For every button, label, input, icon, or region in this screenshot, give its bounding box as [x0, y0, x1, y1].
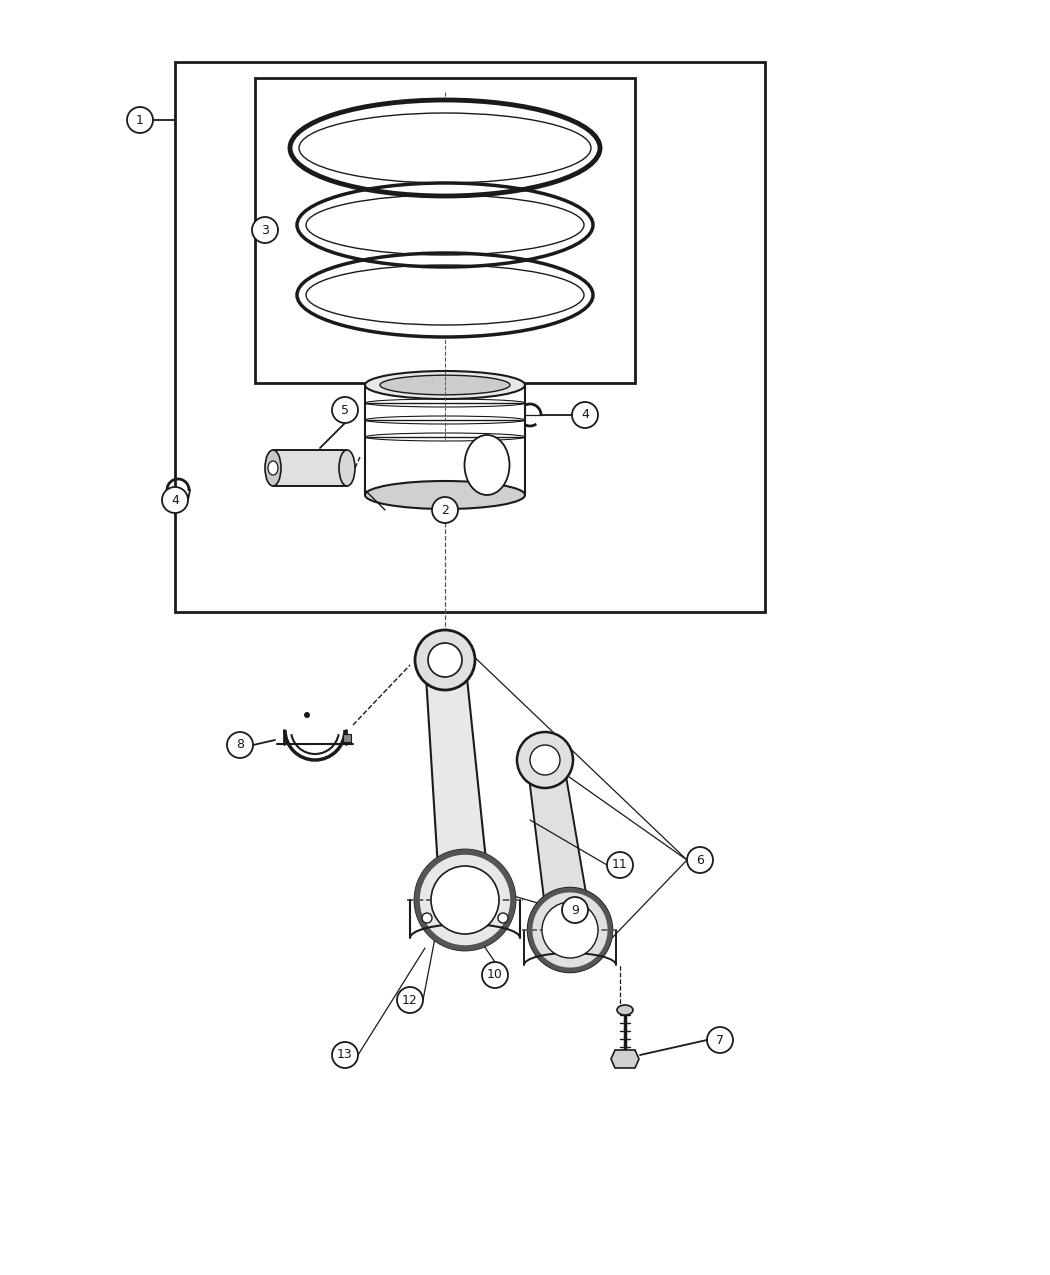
Ellipse shape: [306, 265, 584, 325]
Text: 8: 8: [236, 738, 244, 751]
Text: 4: 4: [581, 408, 589, 422]
Text: 9: 9: [571, 904, 579, 917]
Circle shape: [397, 987, 423, 1014]
Text: 7: 7: [716, 1034, 724, 1047]
Circle shape: [304, 711, 310, 718]
Ellipse shape: [339, 450, 355, 486]
Text: 13: 13: [337, 1048, 353, 1062]
Text: 2: 2: [441, 504, 449, 516]
Ellipse shape: [464, 435, 509, 495]
Circle shape: [572, 402, 598, 428]
Bar: [343, 734, 351, 742]
Text: 6: 6: [696, 853, 704, 867]
Ellipse shape: [365, 481, 525, 509]
Circle shape: [542, 901, 598, 958]
Circle shape: [517, 732, 573, 788]
Ellipse shape: [299, 113, 591, 184]
Circle shape: [252, 217, 278, 244]
Bar: [365, 371, 525, 509]
Circle shape: [332, 1042, 358, 1068]
Circle shape: [162, 487, 188, 513]
Circle shape: [428, 643, 462, 677]
Ellipse shape: [290, 99, 600, 196]
Text: 3: 3: [261, 223, 269, 236]
Circle shape: [498, 913, 508, 923]
Circle shape: [430, 866, 499, 935]
Ellipse shape: [380, 375, 510, 395]
Text: 5: 5: [341, 403, 349, 417]
Circle shape: [530, 745, 560, 775]
Bar: [273, 450, 348, 486]
Ellipse shape: [617, 1005, 633, 1015]
Ellipse shape: [297, 252, 593, 337]
Circle shape: [422, 913, 432, 923]
Polygon shape: [527, 757, 592, 933]
Circle shape: [687, 847, 713, 873]
Circle shape: [415, 630, 475, 690]
Ellipse shape: [265, 450, 281, 486]
Ellipse shape: [268, 462, 278, 476]
Ellipse shape: [365, 371, 525, 399]
Bar: [175, 62, 765, 612]
Polygon shape: [425, 658, 490, 903]
Circle shape: [332, 397, 358, 423]
Bar: [255, 78, 635, 382]
Circle shape: [482, 963, 508, 988]
Circle shape: [607, 852, 633, 878]
Ellipse shape: [297, 184, 593, 266]
Polygon shape: [611, 1051, 639, 1068]
Circle shape: [227, 732, 253, 759]
Text: 1: 1: [136, 113, 144, 126]
Circle shape: [562, 898, 588, 923]
Circle shape: [432, 497, 458, 523]
Circle shape: [415, 850, 514, 950]
Circle shape: [528, 887, 612, 972]
Circle shape: [127, 107, 153, 133]
Text: 11: 11: [612, 858, 628, 872]
Text: 4: 4: [171, 493, 178, 506]
Circle shape: [707, 1026, 733, 1053]
Text: 10: 10: [487, 969, 503, 982]
Text: 12: 12: [402, 993, 418, 1006]
Ellipse shape: [306, 195, 584, 255]
